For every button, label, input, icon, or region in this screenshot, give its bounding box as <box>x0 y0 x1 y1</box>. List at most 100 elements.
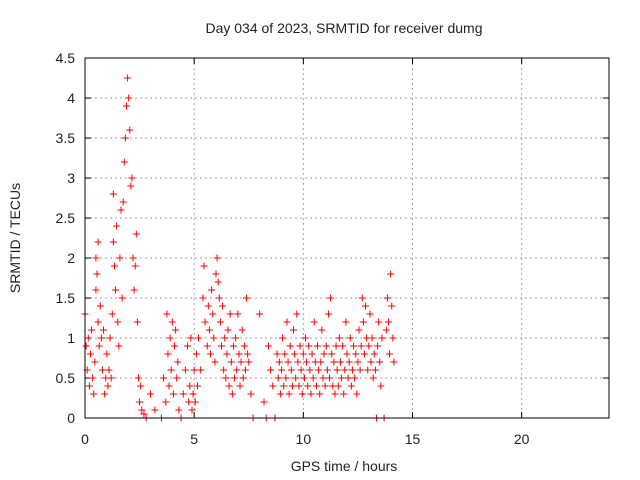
data-point <box>207 350 215 358</box>
data-point <box>312 382 320 390</box>
data-point <box>205 326 213 334</box>
data-point <box>89 374 97 382</box>
data-point <box>362 302 370 310</box>
data-point <box>92 254 100 262</box>
data-point <box>187 334 195 342</box>
data-point <box>231 374 239 382</box>
data-point <box>367 358 375 366</box>
plot-frame <box>84 57 610 419</box>
data-point <box>320 350 328 358</box>
data-point <box>297 366 305 374</box>
data-point <box>355 326 363 334</box>
data-point <box>164 350 172 358</box>
data-point <box>336 358 344 366</box>
data-point <box>121 134 129 142</box>
data-point <box>282 374 290 382</box>
data-point <box>371 366 379 374</box>
y-axis-label: SRMTID / TECUs <box>7 183 23 293</box>
data-point <box>283 318 291 326</box>
data-point <box>374 342 382 350</box>
data-point <box>162 398 170 406</box>
data-point <box>300 374 308 382</box>
data-point <box>224 326 232 334</box>
data-point <box>279 334 287 342</box>
data-point <box>200 262 208 270</box>
data-point <box>302 334 310 342</box>
data-point <box>92 286 100 294</box>
data-point <box>93 270 101 278</box>
data-point <box>212 270 220 278</box>
data-point <box>304 382 312 390</box>
data-point <box>286 342 294 350</box>
data-point <box>120 158 128 166</box>
data-point <box>299 350 307 358</box>
data-point <box>147 390 154 398</box>
data-point <box>204 302 212 310</box>
data-point <box>131 262 139 270</box>
data-point <box>94 318 102 326</box>
data-point <box>292 374 300 382</box>
data-points <box>81 74 398 422</box>
data-point <box>323 366 331 374</box>
x-tick-label: 5 <box>190 431 198 447</box>
data-point <box>239 374 247 382</box>
data-point <box>247 390 255 398</box>
data-point <box>377 382 385 390</box>
data-point <box>357 342 365 350</box>
data-point <box>129 254 137 262</box>
data-point <box>324 310 332 318</box>
data-point <box>338 374 346 382</box>
y-tick-label: 3.5 <box>56 130 76 146</box>
data-point <box>134 374 142 382</box>
data-point <box>112 286 120 294</box>
data-point <box>214 278 222 286</box>
data-point <box>332 342 340 350</box>
data-point <box>368 334 376 342</box>
data-point <box>278 366 285 374</box>
axis-ticks: 0 5 10 15 20 0 0.5 1 1.5 2 2.5 3 3.5 4 4.5 <box>56 50 609 447</box>
data-point <box>114 318 122 326</box>
data-point <box>173 374 181 382</box>
data-point <box>211 358 219 366</box>
data-point <box>387 270 395 278</box>
data-point <box>237 358 245 366</box>
data-point <box>191 398 199 406</box>
data-point <box>82 342 90 350</box>
data-point <box>281 350 289 358</box>
data-point <box>264 342 272 350</box>
data-point <box>122 102 130 110</box>
data-point <box>219 302 227 310</box>
data-point <box>226 310 234 318</box>
data-point <box>364 366 372 374</box>
data-point <box>359 318 367 326</box>
data-point <box>354 358 362 366</box>
grid <box>85 58 609 418</box>
x-tick-label: 10 <box>296 431 312 447</box>
data-point <box>275 358 283 366</box>
data-point <box>244 350 252 358</box>
data-point <box>195 334 203 342</box>
data-point <box>318 326 326 334</box>
data-point <box>90 390 98 398</box>
y-tick-label: 0.5 <box>56 370 76 386</box>
y-tick-label: 2.5 <box>56 210 76 226</box>
data-point <box>107 374 115 382</box>
data-point <box>273 350 281 358</box>
data-point <box>105 366 113 374</box>
data-point <box>388 302 396 310</box>
data-point <box>95 342 103 350</box>
data-point <box>232 334 240 342</box>
data-point <box>240 342 248 350</box>
data-point <box>118 294 126 302</box>
data-point <box>344 374 352 382</box>
chart-title: Day 034 of 2023, SRMTID for receiver dum… <box>205 20 482 36</box>
data-point <box>316 390 324 398</box>
data-point <box>326 374 334 382</box>
data-point <box>243 294 251 302</box>
data-point <box>94 238 102 246</box>
data-point <box>288 382 296 390</box>
data-point <box>222 374 230 382</box>
data-point <box>331 390 339 398</box>
data-point <box>341 366 349 374</box>
data-point <box>220 366 228 374</box>
